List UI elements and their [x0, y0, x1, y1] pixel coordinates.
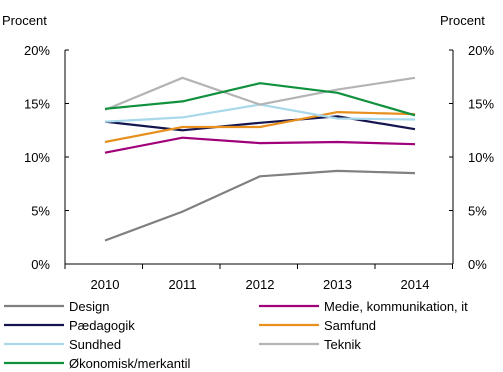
x-tick-label: 2014 — [401, 277, 430, 292]
y-tick-label-left: 10% — [24, 150, 50, 165]
series-line — [104, 82, 416, 117]
y-axis-label-right: Procent — [440, 13, 485, 28]
y-tick-label-right: 15% — [468, 97, 494, 112]
axes: 0% 0% 5% 5% 10% 10% 15% 15% 20% 20% 2010 2011 2012 20… — [24, 43, 494, 292]
series-line — [104, 169, 416, 242]
series-line — [104, 136, 416, 154]
legend-label: Design — [69, 299, 109, 314]
plot-lines — [104, 76, 416, 242]
x-tick-label: 2010 — [91, 277, 120, 292]
legend: Design Medie, kommunikation, it Pædagogik S… — [4, 299, 468, 371]
x-tick-label: 2011 — [169, 277, 197, 292]
y-tick-label-left: 0% — [31, 257, 50, 272]
y-tick-label-left: 15% — [24, 97, 50, 112]
series-line — [104, 76, 416, 111]
legend-label: Teknik — [324, 337, 361, 352]
legend-label: Samfund — [324, 318, 376, 333]
legend-label: Sundhed — [69, 337, 121, 352]
y-tick-label-left: 5% — [31, 204, 50, 219]
x-tick-label: 2013 — [323, 277, 352, 292]
legend-label: Økonomisk/merkantil — [69, 356, 190, 371]
y-axis-label-left: Procent — [2, 13, 47, 28]
y-tick-label-left: 20% — [24, 43, 50, 58]
series-line — [104, 115, 416, 132]
legend-label: Medie, kommunikation, it — [324, 299, 468, 314]
y-tick-label-right: 0% — [468, 257, 487, 272]
legend-label: Pædagogik — [69, 318, 135, 333]
series-line — [104, 110, 416, 144]
y-tick-label-right: 5% — [468, 204, 487, 219]
y-tick-label-right: 10% — [468, 150, 494, 165]
x-tick-label: 2012 — [246, 277, 275, 292]
y-tick-label-right: 20% — [468, 43, 494, 58]
